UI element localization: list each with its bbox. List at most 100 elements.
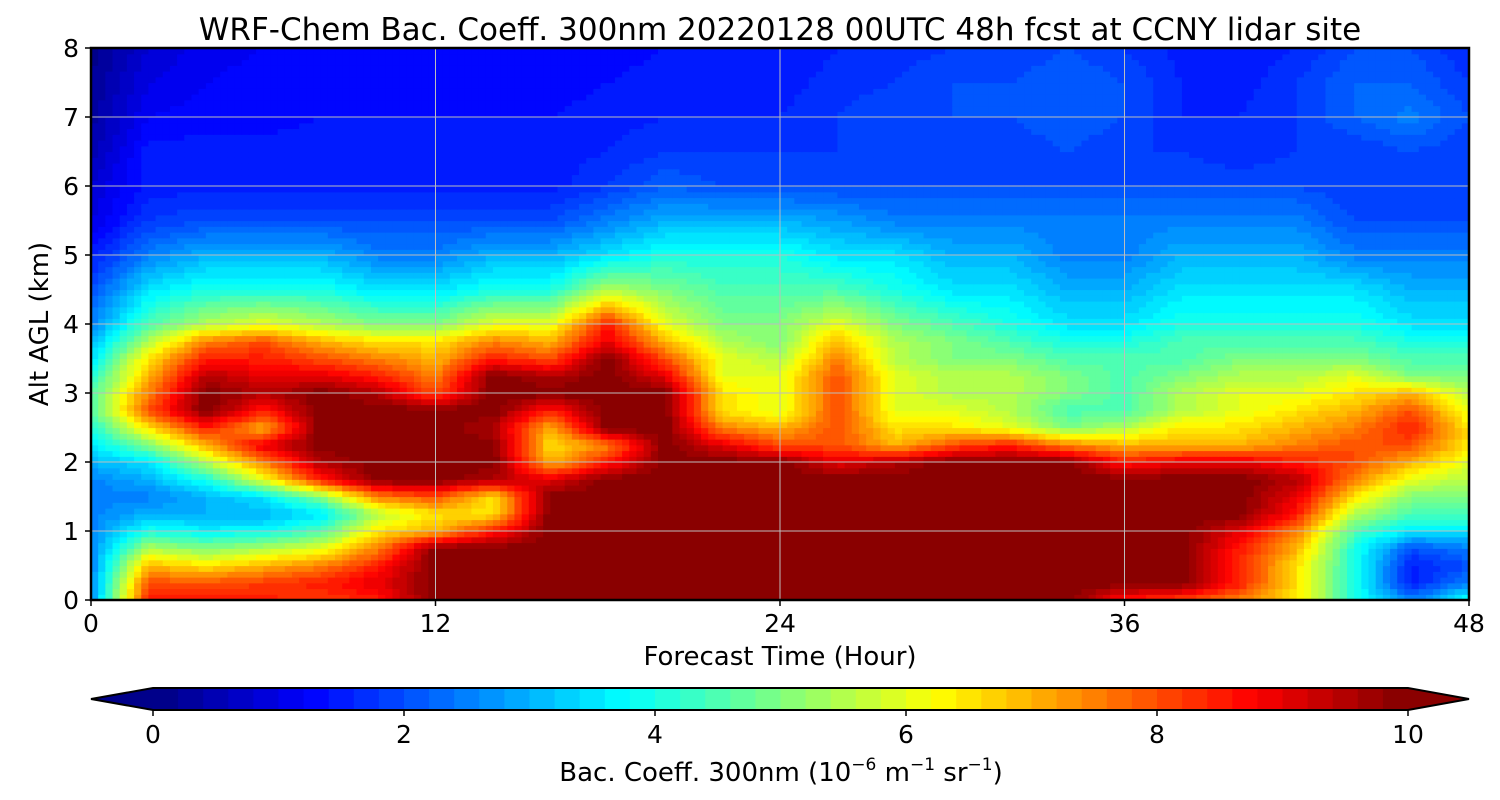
heatmap-cell xyxy=(134,554,142,561)
heatmap-cell xyxy=(471,548,480,555)
heatmap-cell xyxy=(780,519,788,526)
heatmap-cell xyxy=(1052,548,1061,555)
heatmap-cell xyxy=(1361,548,1370,555)
heatmap-cell xyxy=(571,554,580,561)
heatmap-cell xyxy=(370,485,379,492)
heatmap-cell xyxy=(744,496,752,503)
heatmap-cell xyxy=(980,548,989,555)
heatmap-cell xyxy=(363,548,372,555)
heatmap-cell xyxy=(162,467,171,475)
heatmap-cell xyxy=(916,577,925,584)
heatmap-cell xyxy=(1260,508,1269,515)
heatmap-cell xyxy=(966,496,975,503)
heatmap-cell xyxy=(528,525,537,532)
heatmap-cell xyxy=(643,456,652,463)
heatmap-cell xyxy=(629,542,638,549)
heatmap-cell xyxy=(787,508,795,515)
heatmap-cell xyxy=(535,594,544,600)
heatmap-cell xyxy=(1239,502,1248,509)
heatmap-cell xyxy=(356,479,365,486)
heatmap-cell xyxy=(988,502,996,509)
heatmap-cell xyxy=(844,490,853,498)
heatmap-cell xyxy=(177,450,185,457)
heatmap-cell xyxy=(177,502,185,509)
heatmap-cell xyxy=(98,513,106,521)
heatmap-cell xyxy=(1440,467,1449,475)
heatmap-cell xyxy=(1382,536,1391,544)
heatmap-cell xyxy=(765,519,774,526)
heatmap-cell xyxy=(1289,519,1298,526)
heatmap-cell xyxy=(1325,559,1334,567)
heatmap-cell xyxy=(464,588,472,595)
heatmap-cell xyxy=(593,508,602,515)
heatmap-cell xyxy=(937,571,946,578)
heatmap-cell xyxy=(1282,450,1291,457)
heatmap-cell xyxy=(1153,559,1161,567)
heatmap-cell xyxy=(1081,479,1090,486)
heatmap-cell xyxy=(650,542,659,549)
heatmap-cell xyxy=(708,577,717,584)
heatmap-cell xyxy=(995,456,1004,463)
heatmap-cell xyxy=(1361,582,1370,590)
heatmap-cell xyxy=(959,456,968,463)
heatmap-cell xyxy=(1217,531,1226,538)
heatmap-cell xyxy=(564,531,573,538)
heatmap-cell xyxy=(909,565,917,572)
heatmap-cell xyxy=(1203,462,1212,469)
heatmap-cell xyxy=(162,577,171,584)
heatmap-cell xyxy=(557,479,566,486)
heatmap-cell xyxy=(1203,513,1212,521)
heatmap-cell xyxy=(306,548,315,555)
heatmap-cell xyxy=(335,462,343,469)
heatmap-cell xyxy=(320,513,329,521)
heatmap-cell xyxy=(1411,496,1420,503)
heatmap-cell xyxy=(284,559,293,567)
heatmap-cell xyxy=(1440,588,1449,595)
heatmap-cell xyxy=(105,467,114,475)
heatmap-cell xyxy=(880,548,889,555)
heatmap-cell xyxy=(306,496,315,503)
heatmap-cell xyxy=(550,450,559,457)
heatmap-cell xyxy=(141,554,150,561)
heatmap-cell xyxy=(729,571,738,578)
heatmap-cell xyxy=(808,542,817,549)
heatmap-cell xyxy=(370,554,379,561)
heatmap-cell xyxy=(1404,490,1413,498)
heatmap-cell xyxy=(980,536,989,544)
heatmap-cell xyxy=(830,479,839,486)
heatmap-cell xyxy=(780,496,788,503)
heatmap-cell xyxy=(980,525,989,532)
heatmap-cell xyxy=(801,531,810,538)
heatmap-cell xyxy=(370,502,379,509)
heatmap-cell xyxy=(428,456,437,463)
heatmap-cell xyxy=(378,513,386,521)
heatmap-cell xyxy=(284,467,293,475)
heatmap-cell xyxy=(1110,565,1118,572)
heatmap-cell xyxy=(1067,594,1075,600)
heatmap-cell xyxy=(227,508,236,515)
heatmap-cell xyxy=(550,559,559,567)
heatmap-cell xyxy=(1404,571,1413,578)
heatmap-cell xyxy=(1361,519,1370,526)
heatmap-cell xyxy=(535,479,544,486)
heatmap-cell xyxy=(1210,525,1219,532)
heatmap-cell xyxy=(887,531,896,538)
heatmap-cell xyxy=(291,577,300,584)
heatmap-cell xyxy=(1289,456,1298,463)
heatmap-cell xyxy=(543,467,551,475)
heatmap-cell xyxy=(1210,548,1219,555)
heatmap-cell xyxy=(1253,502,1262,509)
heatmap-cell xyxy=(916,502,925,509)
heatmap-cell xyxy=(421,531,429,538)
heatmap-cell xyxy=(722,548,731,555)
heatmap-cell xyxy=(1153,536,1161,544)
heatmap-cell xyxy=(1260,485,1269,492)
heatmap-cell xyxy=(557,582,566,590)
heatmap-cell xyxy=(1440,565,1449,572)
heatmap-cell xyxy=(248,467,257,475)
heatmap-cell xyxy=(234,542,243,549)
heatmap-cell xyxy=(421,559,429,567)
heatmap-cell xyxy=(500,513,508,521)
heatmap-cell xyxy=(1052,456,1061,463)
heatmap-cell xyxy=(98,577,106,584)
